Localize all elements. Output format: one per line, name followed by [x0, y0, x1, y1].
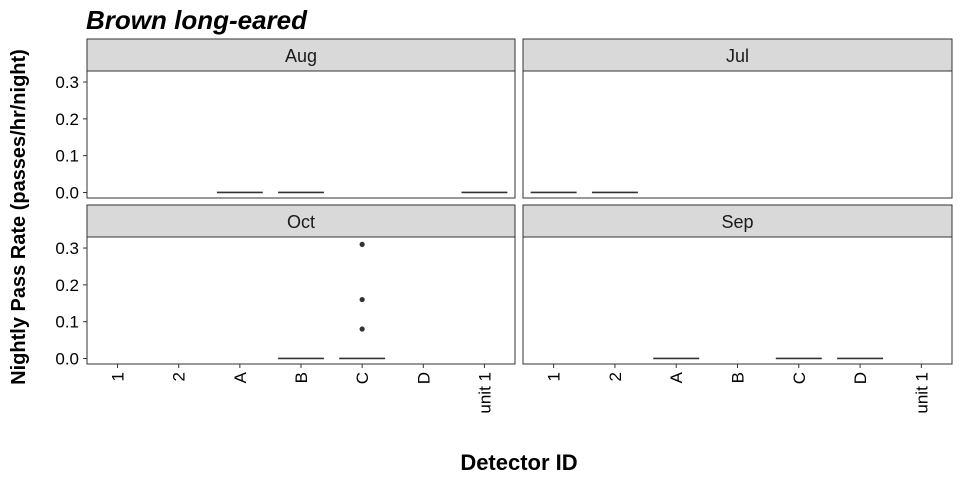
y-tick-label: 0.1: [55, 313, 79, 332]
x-tick-label: D: [851, 372, 870, 384]
panel-frame: [522, 236, 953, 365]
outlier-point: [359, 326, 365, 332]
x-tick-label: A: [667, 371, 686, 383]
x-tick-label: 1: [109, 372, 128, 381]
panel-jul: Jul: [522, 38, 953, 199]
outlier-point: [359, 241, 365, 247]
x-tick-label: D: [414, 372, 433, 384]
x-axis-title: Detector ID: [460, 450, 577, 475]
panel-frame: [86, 70, 516, 199]
panel-frame: [86, 236, 516, 365]
panel-strip-label: Oct: [287, 212, 315, 232]
x-tick-label: 1: [545, 372, 564, 381]
y-tick-label: 0.0: [55, 349, 79, 368]
y-tick-label: 0.1: [55, 147, 79, 166]
panel-strip-label: Jul: [726, 46, 749, 66]
panel-strip-label: Aug: [285, 46, 317, 66]
x-tick-label: unit 1: [475, 372, 494, 414]
x-tick-label: 2: [170, 372, 189, 381]
panel-strip-label: Sep: [721, 212, 753, 232]
x-tick-label: 2: [606, 372, 625, 381]
y-tick-label: 0.0: [55, 183, 79, 202]
x-tick-label: B: [729, 372, 748, 383]
panel-strip: [86, 38, 516, 72]
y-axis-title: Nightly Pass Rate (passes/hr/night): [8, 49, 30, 385]
y-tick-label: 0.3: [55, 239, 79, 258]
chart-title: Brown long-eared: [86, 5, 308, 35]
y-tick-label: 0.3: [55, 73, 79, 92]
outlier-point: [359, 296, 365, 303]
panel-strip: [522, 204, 953, 238]
y-tick-label: 0.2: [55, 276, 79, 295]
x-tick-label: C: [353, 372, 372, 384]
x-tick-label: C: [790, 372, 809, 384]
x-tick-label: A: [231, 371, 250, 383]
panel-aug: Aug 0.0 0.1 0.2 0.3: [55, 38, 516, 202]
panel-strip: [522, 38, 953, 72]
x-tick-label: unit 1: [912, 372, 931, 414]
x-tick-label: B: [292, 372, 311, 383]
panel-frame: [522, 70, 953, 199]
y-tick-label: 0.2: [55, 110, 79, 129]
